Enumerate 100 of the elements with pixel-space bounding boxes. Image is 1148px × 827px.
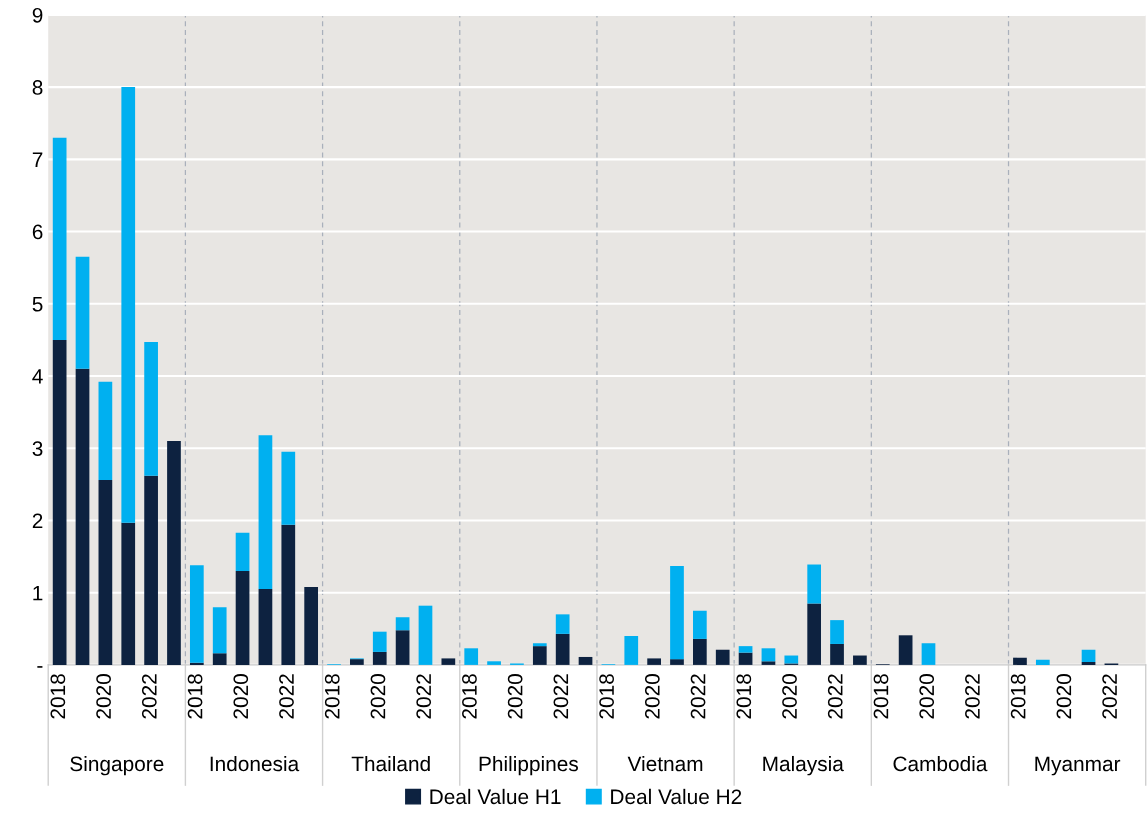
- bar: [487, 661, 501, 665]
- text: Philippines: [479, 755, 578, 776]
- y-tick-label: 4: [32, 369, 43, 384]
- text: Malaysia: [763, 755, 844, 776]
- bar: [98, 381, 113, 481]
- bar: [441, 658, 456, 665]
- bar: [464, 648, 479, 665]
- bar: [144, 475, 158, 665]
- bar: [692, 610, 707, 639]
- bar: [807, 564, 822, 604]
- bar: [235, 571, 250, 665]
- bar: [830, 620, 844, 644]
- bar: [532, 646, 547, 665]
- bar: [235, 532, 250, 572]
- bar: [281, 451, 296, 525]
- bar: [75, 368, 90, 665]
- x-tick-label: 2018: [599, 674, 614, 719]
- bar: [578, 656, 593, 665]
- x-tick-label: 2020: [644, 674, 660, 719]
- y-tick-label: -: [37, 666, 43, 668]
- x-tick-label: 2022: [279, 674, 294, 719]
- text: Myanmar: [1035, 756, 1121, 776]
- x-tick-label: 2018: [736, 674, 752, 719]
- bar: [647, 658, 661, 665]
- bar: [555, 614, 570, 634]
- bar: [1035, 659, 1050, 665]
- x-tick-label: 2020: [919, 674, 935, 719]
- bar: [304, 586, 319, 665]
- x-tick-label: 2018: [50, 674, 66, 719]
- x-tick-label: 2018: [873, 674, 889, 719]
- x-tick-label: 2018: [324, 674, 340, 719]
- bar: [692, 638, 707, 665]
- text: Singapore: [70, 755, 164, 776]
- bar: [189, 662, 204, 665]
- bar: [52, 137, 67, 340]
- text: Indonesia: [210, 755, 300, 772]
- x-tick-label: 2022: [965, 674, 980, 719]
- bar: [395, 630, 410, 665]
- bar: [418, 605, 433, 665]
- bar: [98, 480, 113, 665]
- y-tick-label: 9: [32, 7, 43, 23]
- text: Thailand: [351, 755, 430, 772]
- bar: [624, 636, 639, 665]
- y-tick-label: 3: [32, 441, 43, 456]
- bar: [258, 589, 273, 665]
- x-tick-label: 2022: [553, 674, 569, 719]
- x-tick-label: 2020: [782, 674, 797, 719]
- bar: [372, 651, 387, 665]
- x-tick-label: 2022: [1102, 674, 1117, 719]
- y-tick-label: 7: [32, 152, 43, 167]
- x-tick-label: 2022: [416, 674, 432, 719]
- bar: [670, 659, 684, 665]
- bar: [395, 617, 410, 631]
- bar: [350, 659, 364, 665]
- y-tick-label: 8: [32, 80, 43, 95]
- bar: [281, 524, 296, 665]
- x-tick-label: 2020: [96, 674, 111, 719]
- bar: [189, 565, 204, 663]
- x-tick-label: 2020: [507, 674, 523, 719]
- legend-label: Deal Value H1: [430, 788, 561, 805]
- legend-label: Deal Value H2: [611, 788, 742, 805]
- x-tick-label: 2022: [690, 674, 706, 719]
- text: Cambodia: [893, 755, 988, 772]
- x-tick-label: 2022: [827, 674, 843, 719]
- bar: [715, 649, 730, 665]
- bar: [144, 342, 158, 476]
- x-tick-label: 2018: [187, 674, 203, 719]
- bar: [1013, 657, 1027, 665]
- x-tick-label: 2022: [141, 674, 157, 719]
- bar: [761, 661, 776, 665]
- x-tick-label: 2018: [462, 674, 477, 719]
- y-tick-label: 2: [32, 513, 43, 529]
- bar: [830, 643, 844, 665]
- bar: [532, 643, 547, 647]
- bar: [853, 655, 867, 665]
- y-tick-label: 5: [32, 297, 43, 312]
- bar: [258, 435, 273, 590]
- bar: [75, 256, 90, 369]
- bar: [167, 441, 181, 665]
- x-tick-label: 2020: [370, 674, 386, 719]
- y-tick-label: 1: [33, 585, 43, 601]
- bar: [807, 603, 822, 665]
- bar: [670, 565, 684, 660]
- bar: [121, 87, 136, 523]
- bar: [784, 655, 799, 664]
- y-tick-label: 6: [32, 224, 43, 240]
- bar: [121, 522, 136, 665]
- bar: [761, 648, 776, 662]
- bar: [372, 631, 387, 652]
- bar: [1081, 662, 1096, 665]
- text: Vietnam: [627, 755, 703, 772]
- bar: [555, 633, 570, 665]
- x-tick-label: 2020: [233, 674, 249, 719]
- x-tick-label: 2020: [1056, 674, 1072, 719]
- x-tick-label: 2018: [1010, 674, 1026, 719]
- bar: [212, 653, 227, 665]
- bar: [1081, 649, 1096, 663]
- bar: [738, 652, 753, 665]
- bar: [738, 646, 753, 653]
- bar: [921, 643, 936, 665]
